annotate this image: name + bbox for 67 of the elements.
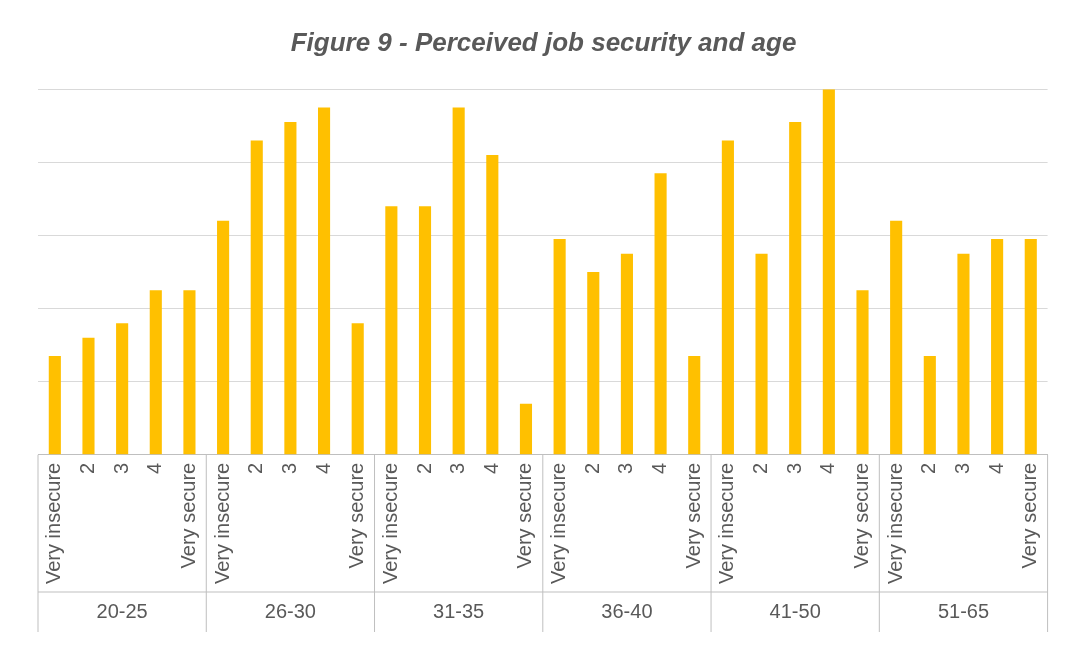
x-tick-label: Very insecure xyxy=(42,462,65,584)
x-tick-label: 4 xyxy=(816,462,839,474)
x-tick-label: 3 xyxy=(614,462,637,474)
bar xyxy=(82,337,95,455)
bar xyxy=(1024,239,1037,455)
text: 41-50 xyxy=(769,599,821,622)
x-tick-label: 4 xyxy=(984,462,1007,474)
x-tick-label: 2 xyxy=(917,462,940,474)
x-tick-label: 4 xyxy=(479,462,502,474)
bar xyxy=(284,122,297,455)
bar xyxy=(587,272,600,455)
bar xyxy=(149,290,162,455)
bar xyxy=(856,290,869,455)
bar xyxy=(486,155,499,455)
x-tick-label: Very insecure xyxy=(378,462,401,584)
x-tick-label: 3 xyxy=(950,462,973,474)
x-tick-label: Very secure xyxy=(1018,462,1041,569)
x-tick-label: 4 xyxy=(143,462,166,474)
x-tick-label: Very secure xyxy=(850,462,873,569)
bar xyxy=(48,356,61,455)
bar xyxy=(351,323,364,455)
bar xyxy=(250,140,263,455)
x-tick-label: Very secure xyxy=(681,462,704,569)
text: 31-35 xyxy=(433,599,485,622)
x-tick-label: 4 xyxy=(648,462,671,474)
x-tick-label: 3 xyxy=(277,462,300,474)
x-tick-label: Very insecure xyxy=(715,462,738,584)
bar xyxy=(890,220,903,455)
bar xyxy=(688,356,701,455)
bar xyxy=(957,253,970,455)
x-tick-label: Very insecure xyxy=(210,462,233,584)
x-tick-label: 3 xyxy=(782,462,805,474)
bar xyxy=(418,206,432,455)
x-tick-label: 2 xyxy=(76,462,98,474)
bar xyxy=(654,173,667,455)
x-tick-label: 2 xyxy=(244,462,267,474)
chart-title: Figure 9 - Perceived job security and age xyxy=(290,26,797,57)
text: 51-65 xyxy=(937,599,990,622)
bar xyxy=(553,239,566,455)
bar xyxy=(452,107,465,455)
x-tick-label: Very insecure xyxy=(883,462,906,584)
bar xyxy=(116,323,129,455)
bar xyxy=(519,403,533,455)
bar xyxy=(217,220,230,455)
x-tick-label: Very secure xyxy=(513,462,536,569)
bar xyxy=(789,122,802,455)
bar xyxy=(183,290,196,455)
bar xyxy=(755,253,768,455)
x-tick-label: Very insecure xyxy=(547,462,570,584)
text: 26-30 xyxy=(264,599,316,622)
x-tick-label: 4 xyxy=(311,462,334,474)
x-tick-label: 3 xyxy=(109,462,132,474)
text: 36-40 xyxy=(601,599,653,622)
x-tick-label: 3 xyxy=(446,462,469,474)
x-tick-label: Very secure xyxy=(345,462,368,569)
x-tick-label: 2 xyxy=(412,462,435,474)
bar xyxy=(385,206,398,455)
bar xyxy=(822,89,835,455)
bar xyxy=(620,253,633,455)
text: 20-25 xyxy=(96,599,148,622)
x-tick-label: Very secure xyxy=(176,462,199,569)
x-tick-label: 2 xyxy=(580,462,603,474)
bar xyxy=(721,140,734,455)
bar xyxy=(317,107,331,455)
bar xyxy=(991,239,1004,455)
x-tick-label: 2 xyxy=(749,462,772,474)
bar xyxy=(923,356,936,455)
